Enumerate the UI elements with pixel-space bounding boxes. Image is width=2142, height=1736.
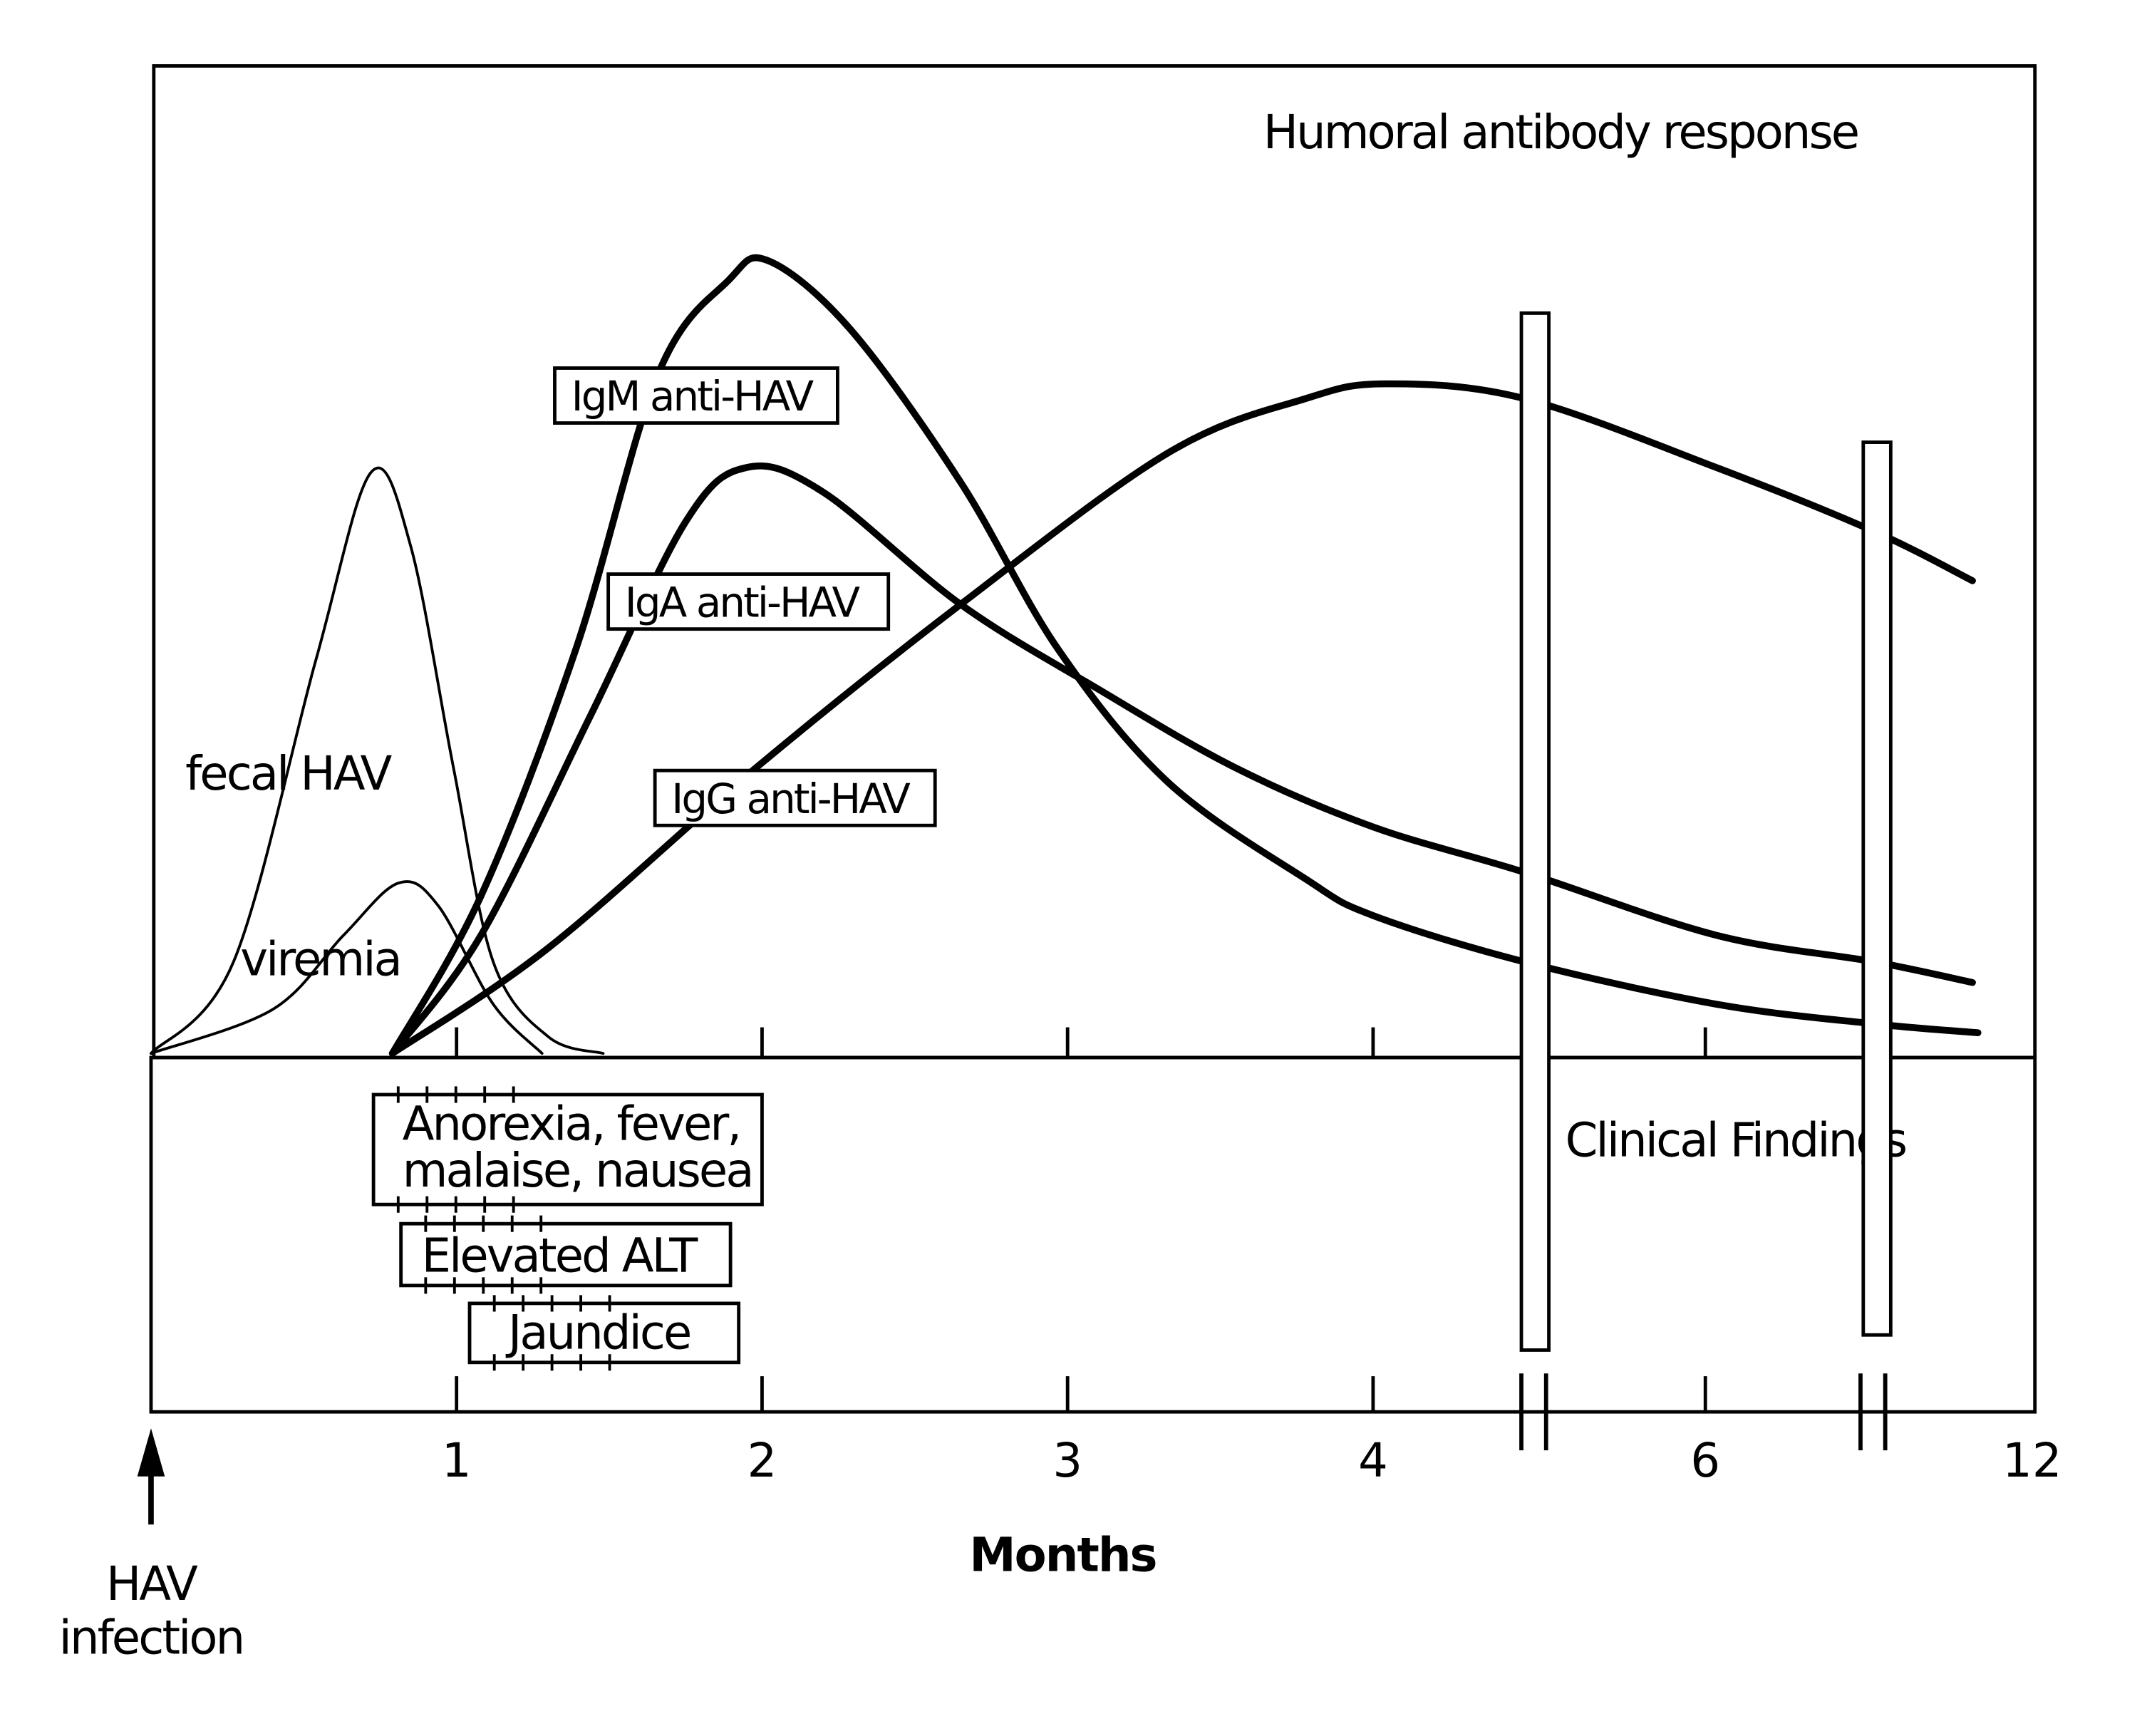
finding-jaundice: Jaundice [505, 1306, 690, 1360]
infection-label-line2: infection [59, 1611, 244, 1665]
upper-panel-frame [152, 64, 2037, 1060]
finding-onset-marks [396, 1086, 611, 1371]
lower-panel-frame [149, 1055, 2037, 1414]
series-iga-anti-hav [388, 463, 1976, 1057]
up-arrow-icon [137, 1428, 165, 1525]
axis-break-bar-2 [1861, 440, 1893, 1337]
label-igg: IgG anti-HAV [671, 775, 911, 823]
label-iga: IgA anti-HAV [625, 578, 861, 626]
finding-alt: Elevated ALT [422, 1229, 699, 1283]
x-tick-label: 4 [1358, 1434, 1388, 1488]
x-axis-ticks [455, 1027, 1707, 1412]
series-igm-anti-hav [388, 254, 1982, 1057]
axis-break-bar-1 [1519, 311, 1551, 1352]
finding-box-jaundice [467, 1301, 741, 1365]
x-tick-label: 1 [442, 1434, 472, 1488]
clinical-findings-title: Clinical Findings [1566, 1114, 1906, 1168]
label-box-igg [653, 768, 937, 827]
finding-prodrome-line1: Anorexia, fever, [403, 1097, 740, 1152]
x-tick-label: 3 [1052, 1434, 1082, 1488]
infection-label-line1: HAV [106, 1557, 198, 1611]
chart-title: Humoral antibody response [1263, 105, 1858, 160]
label-box-iga [606, 572, 891, 631]
label-viremia: viremia [240, 932, 400, 986]
finding-box-prodrome [371, 1092, 764, 1207]
break-marks [1519, 1373, 1888, 1451]
label-igm: IgM anti-HAV [571, 372, 814, 420]
label-box-igm [553, 366, 839, 425]
x-axis-label: Months [969, 1529, 1156, 1583]
x-tick-label: 2 [747, 1434, 777, 1488]
x-tick-label: 12 [2002, 1434, 2061, 1488]
series-viremia [150, 880, 544, 1055]
x-tick-label: 6 [1690, 1434, 1720, 1488]
finding-box-alt [399, 1221, 733, 1288]
finding-prodrome-line2: malaise, nausea [403, 1144, 752, 1198]
curves [150, 254, 1982, 1057]
label-fecal-hav: fecal HAV [185, 747, 392, 801]
series-igg-anti-hav [388, 380, 1976, 1057]
